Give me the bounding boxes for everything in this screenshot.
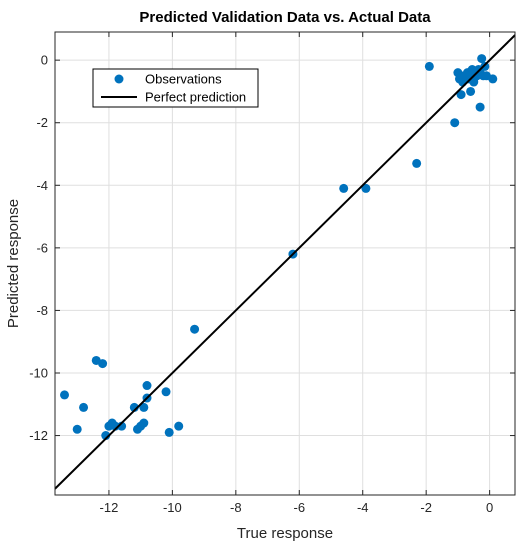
y-tick-label: -12 (29, 428, 48, 443)
observation-point (139, 418, 149, 428)
legend-entry-observations: Observations (145, 72, 222, 87)
perfect-prediction-line (54, 34, 516, 490)
x-tick-label: 0 (486, 500, 493, 515)
y-tick-label: -4 (36, 178, 48, 193)
observation-point (60, 390, 70, 400)
observation-point (469, 77, 479, 87)
x-tick-label: -10 (163, 500, 182, 515)
observation-point (161, 387, 171, 397)
plot-area (55, 32, 515, 495)
data-layer (54, 34, 516, 490)
observation-point (477, 54, 487, 64)
observation-point (412, 158, 422, 168)
y-tick-label: -6 (36, 240, 48, 255)
legend-entry-perfect-prediction: Perfect prediction (145, 90, 246, 105)
observation-point (361, 183, 371, 193)
ticks: -12 -10 -8 -6 -4 -2 0 -12 -10 -8 -6 -4 -2 0 (29, 32, 515, 515)
x-tick-label: -6 (293, 500, 305, 515)
chart-title: Predicted Validation Data vs. Actual Dat… (139, 9, 431, 26)
observation-point (72, 424, 82, 434)
observation-point (466, 86, 476, 96)
observation-point (79, 402, 89, 412)
x-axis-label: True response (237, 525, 333, 542)
x-tick-label: -4 (357, 500, 369, 515)
y-tick-label: -10 (29, 365, 48, 380)
observation-point (339, 183, 349, 193)
observation-point (142, 381, 152, 391)
observation-point (164, 427, 174, 437)
plot-frame (54, 31, 516, 496)
y-tick-label: 0 (41, 53, 48, 68)
x-tick-label: -8 (230, 500, 242, 515)
observation-point (450, 118, 460, 128)
legend: Observations Perfect prediction (92, 68, 259, 108)
observation-point (424, 61, 434, 71)
y-tick-label: -2 (36, 115, 48, 130)
observation-point (174, 421, 184, 431)
legend-marker-observations (114, 74, 124, 84)
observation-point (98, 359, 108, 369)
observation-point (475, 102, 485, 112)
observation-point (139, 402, 149, 412)
observation-point (480, 61, 490, 71)
observation-point (456, 90, 466, 100)
y-axis-label: Predicted response (5, 199, 22, 328)
x-tick-label: -2 (420, 500, 432, 515)
grid-lines (55, 32, 515, 495)
observation-point (462, 71, 472, 81)
x-tick-label: -12 (100, 500, 119, 515)
observation-point (190, 324, 200, 334)
y-tick-label: -8 (36, 303, 48, 318)
observation-point (488, 74, 498, 84)
